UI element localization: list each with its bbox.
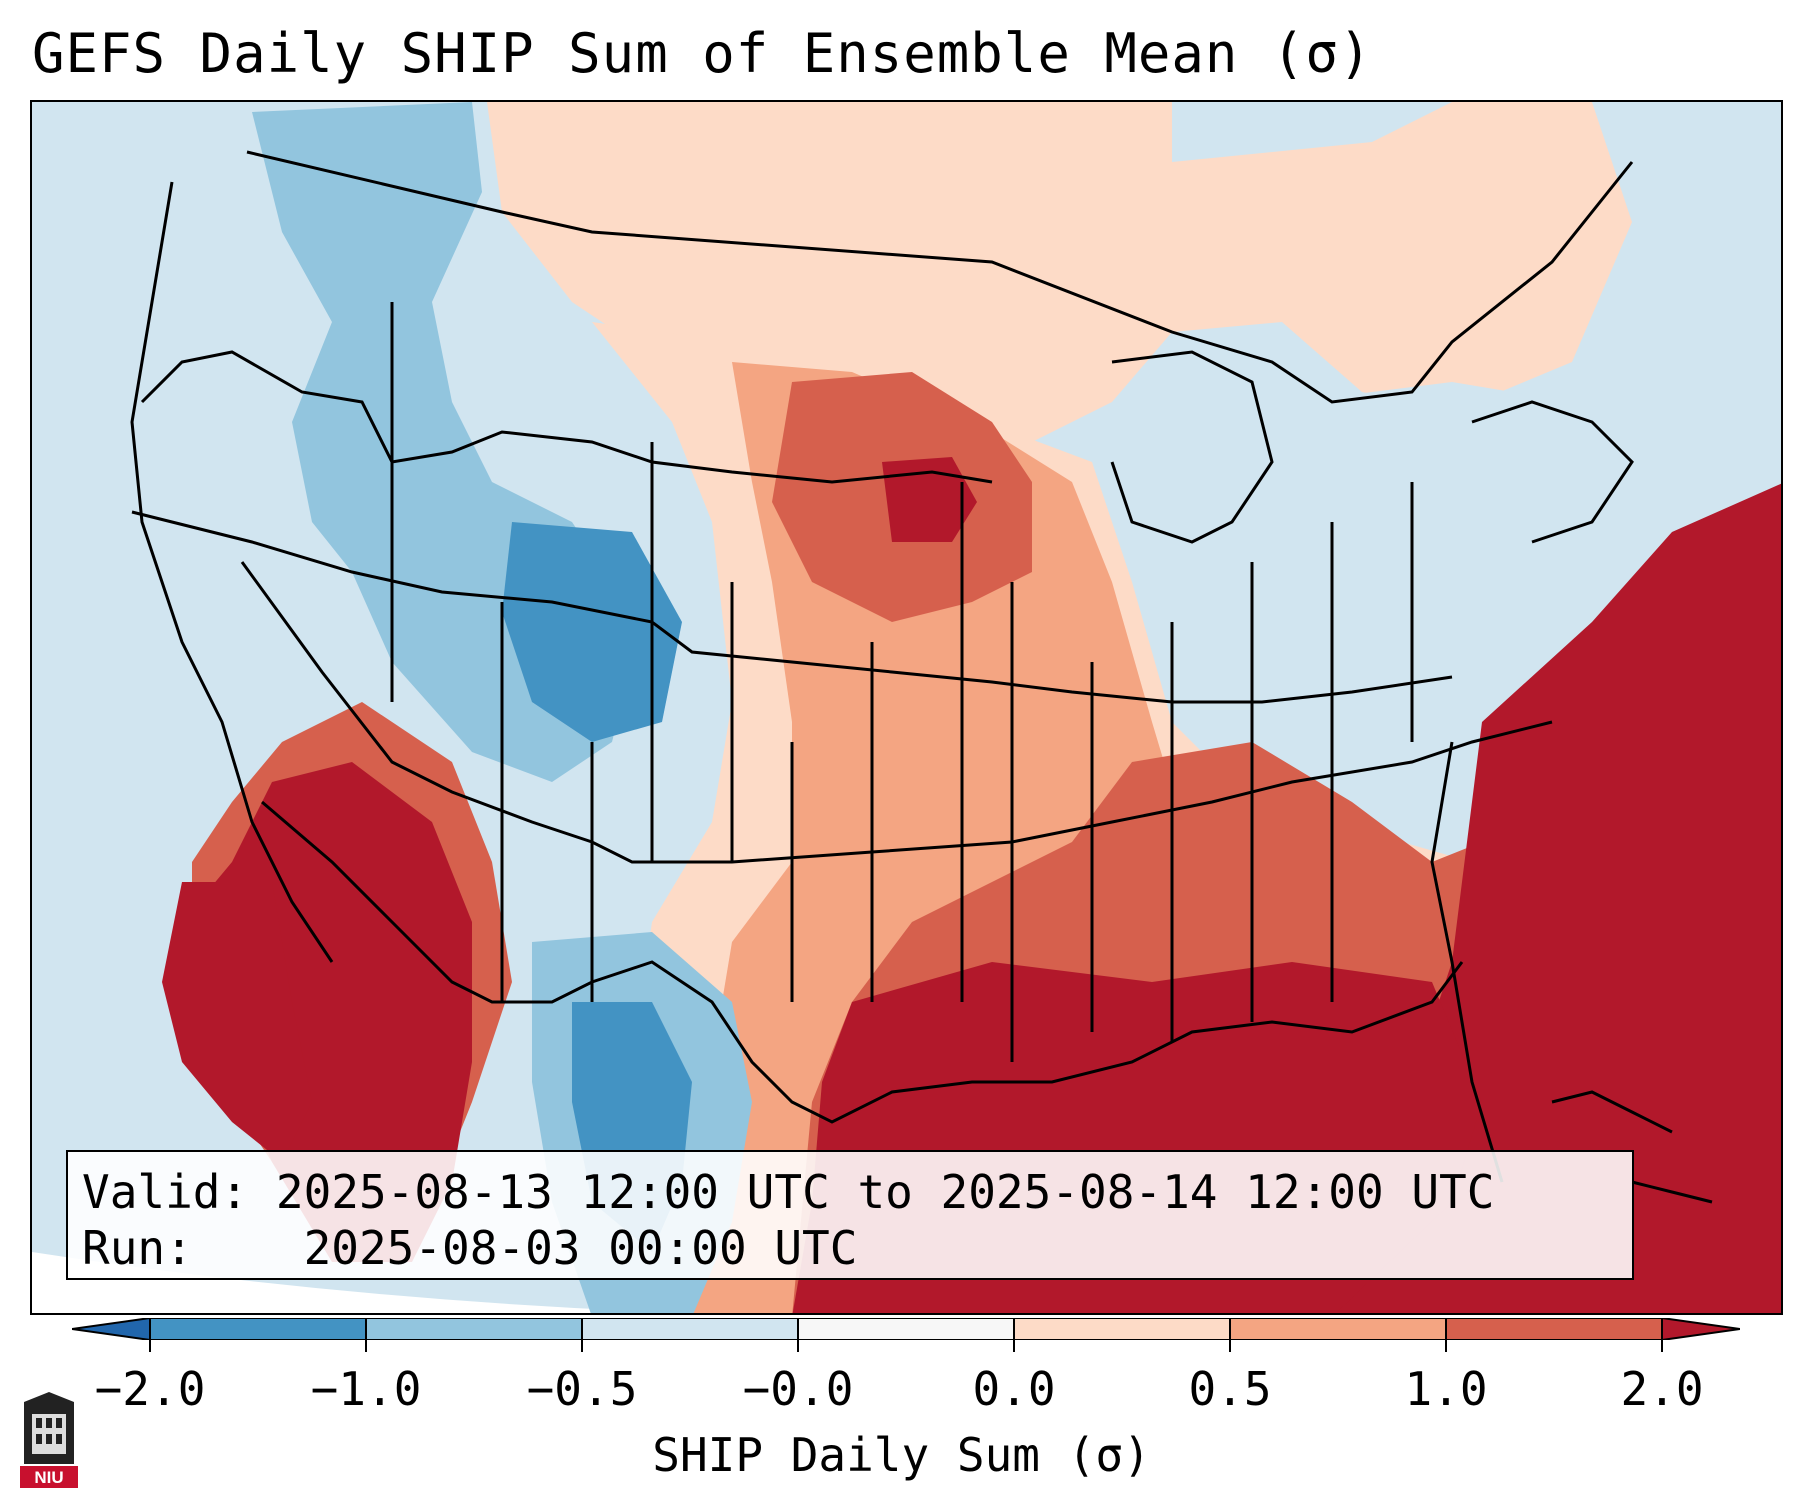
colorbar-tick-mark xyxy=(797,1318,799,1352)
colorbar-bin xyxy=(366,1318,583,1340)
colorbar-tick-mark xyxy=(365,1318,367,1352)
valid-value: 2025-08-13 12:00 UTC to 2025-08-14 12:00… xyxy=(275,1165,1495,1219)
colorbar-tick-label: 0.0 xyxy=(972,1362,1056,1416)
run-line: Run: 2025-08-03 00:00 UTC xyxy=(82,1220,1618,1276)
run-label: Run: xyxy=(82,1221,193,1275)
colorbar-bin xyxy=(1446,1318,1663,1340)
anomaly-strong-pos-atlantic xyxy=(1275,483,1781,1313)
colorbar-tick-mark xyxy=(1013,1318,1015,1352)
colorbar-tick-mark xyxy=(1229,1318,1231,1352)
colorbar-bin xyxy=(150,1318,367,1340)
anomaly-strong-pos-pacific xyxy=(162,882,312,1162)
anomaly-strong-pos-sd xyxy=(882,457,977,542)
anomaly-weak-neg-ontario xyxy=(1252,382,1612,572)
ship-map xyxy=(30,100,1783,1315)
colorbar-extend-high xyxy=(1662,1318,1740,1340)
boundaries xyxy=(130,150,1634,1183)
colorbar-bin xyxy=(1230,1318,1447,1340)
map-title: GEFS Daily SHIP Sum of Ensemble Mean (σ) xyxy=(32,22,1373,85)
run-value: 2025-08-03 00:00 UTC xyxy=(303,1221,858,1275)
colorbar-tick-mark xyxy=(1445,1318,1447,1352)
colorbar-bin xyxy=(1014,1318,1231,1340)
projection-edge xyxy=(32,1252,687,1313)
island-outlines xyxy=(1551,1090,1713,1204)
colorbar-tick-label: −0.0 xyxy=(742,1362,854,1416)
colorbar-tick-label: 1.0 xyxy=(1404,1362,1488,1416)
valid-label: Valid: xyxy=(82,1165,249,1219)
valid-line: Valid: 2025-08-13 12:00 UTC to 2025-08-1… xyxy=(82,1164,1618,1220)
colorbar-tick-label: −0.5 xyxy=(526,1362,638,1416)
university-logo-icon: NIU xyxy=(20,1392,78,1488)
colorbar-label: SHIP Daily Sum (σ) xyxy=(652,1428,1151,1482)
colorbar-bin xyxy=(582,1318,799,1340)
colorbar-tick-label: 2.0 xyxy=(1620,1362,1704,1416)
anomaly-neg-colorado xyxy=(502,522,682,742)
colorbar-extend-low xyxy=(72,1318,150,1340)
colorbar-tick-label: −2.0 xyxy=(94,1362,206,1416)
valid-run-info-box: Valid: 2025-08-13 12:00 UTC to 2025-08-1… xyxy=(66,1150,1634,1280)
colorbar-tick-mark xyxy=(581,1318,583,1352)
colorbar-tick-mark xyxy=(1661,1318,1663,1352)
colorbar-bin xyxy=(798,1318,1015,1340)
colorbar-tick-label: 0.5 xyxy=(1188,1362,1272,1416)
logo-text: NIU xyxy=(34,1468,63,1487)
colorbar xyxy=(71,1317,1741,1341)
colorbar-tick-mark xyxy=(149,1318,151,1352)
colorbar-tick-label: −1.0 xyxy=(310,1362,422,1416)
